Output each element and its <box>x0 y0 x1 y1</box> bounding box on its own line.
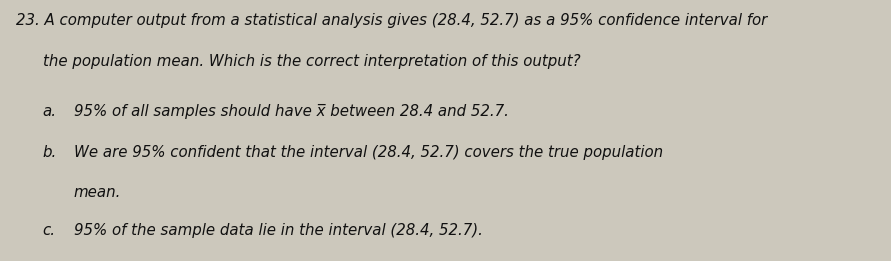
Text: We are 95% confident that the interval (28.4, 52.7) covers the true population: We are 95% confident that the interval (… <box>74 145 663 159</box>
Text: 95% of all samples should have x̅ between 28.4 and 52.7.: 95% of all samples should have x̅ betwee… <box>74 104 509 119</box>
Text: 95% of the sample data lie in the interval (28.4, 52.7).: 95% of the sample data lie in the interv… <box>74 223 483 238</box>
Text: b.: b. <box>43 145 57 159</box>
Text: the population mean. Which is the correct interpretation of this output?: the population mean. Which is the correc… <box>43 54 580 68</box>
Text: mean.: mean. <box>74 185 121 200</box>
Text: c.: c. <box>43 223 56 238</box>
Text: 23. A computer output from a statistical analysis gives (28.4, 52.7) as a 95% co: 23. A computer output from a statistical… <box>16 13 767 28</box>
Text: a.: a. <box>43 104 57 119</box>
